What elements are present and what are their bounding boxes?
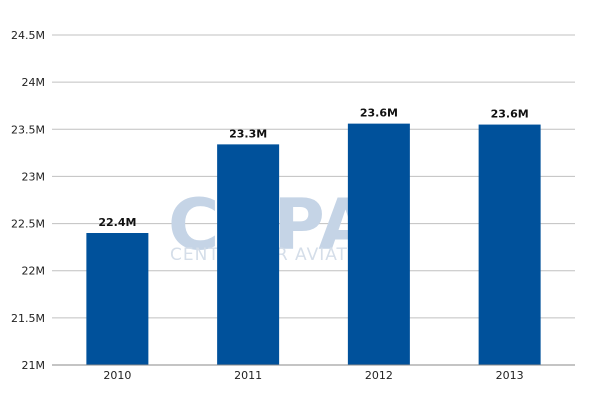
data-label: 23.6M — [491, 108, 529, 121]
y-tick-label: 24.5M — [11, 29, 45, 42]
data-label: 23.3M — [229, 127, 267, 140]
data-label: 22.4M — [98, 216, 136, 229]
bars — [86, 123, 541, 365]
x-tick-label: 2012 — [365, 369, 393, 382]
y-tick-label: 22.5M — [11, 218, 45, 231]
x-axis-ticks: 2010 2011 2012 2013 — [103, 369, 523, 382]
y-tick-label: 21.5M — [11, 312, 45, 325]
y-tick-label: 23.5M — [11, 123, 45, 136]
y-tick-label: 21M — [22, 359, 46, 372]
data-labels: 22.4M 23.3M 23.6M 23.6M — [98, 107, 528, 229]
x-tick-label: 2013 — [496, 369, 524, 382]
x-tick-label: 2010 — [103, 369, 131, 382]
bar-2013 — [478, 124, 541, 365]
y-axis-ticks: 21M 21.5M 22M 22.5M 23M 23.5M 24M 24.5M — [11, 29, 45, 372]
y-tick-label: 23M — [22, 170, 46, 183]
bar-2012 — [347, 123, 410, 365]
x-tick-label: 2011 — [234, 369, 262, 382]
data-label: 23.6M — [360, 107, 398, 120]
bar-2010 — [86, 233, 149, 365]
y-tick-label: 24M — [22, 76, 46, 89]
y-tick-label: 22M — [22, 265, 46, 278]
bar-2011 — [217, 144, 280, 365]
